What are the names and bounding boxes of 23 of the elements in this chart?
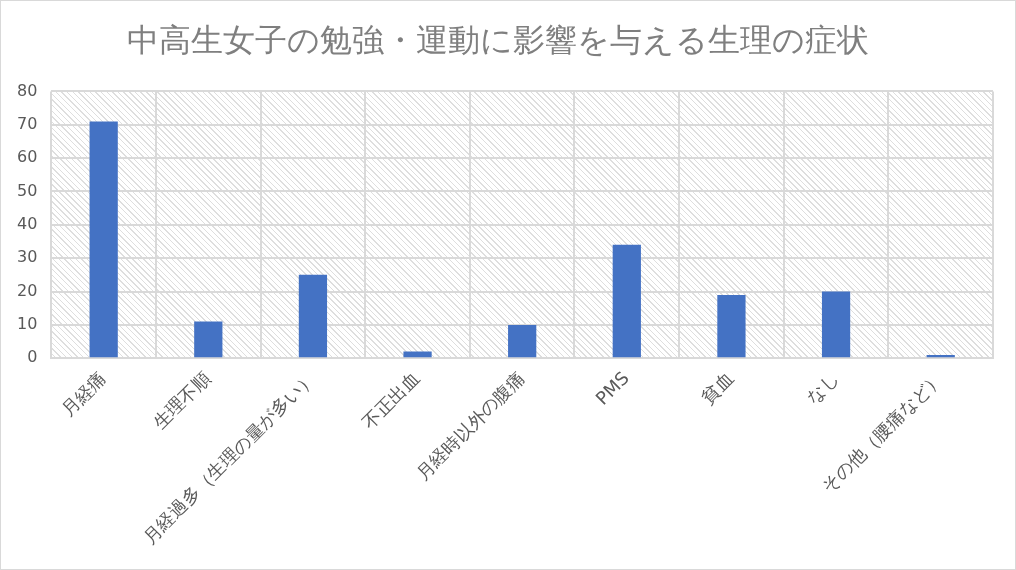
x-tick-label: 生理不順: [148, 367, 215, 433]
bar: [821, 291, 851, 358]
y-tick-label: 40: [17, 213, 38, 233]
bar: [717, 294, 746, 358]
x-tick-label: 貧血: [697, 367, 738, 408]
bar: [298, 274, 328, 358]
bar: [194, 321, 223, 358]
bar: [612, 244, 641, 358]
y-tick-label: 70: [17, 113, 38, 133]
y-tick-label: 0: [27, 347, 38, 367]
x-tick-label: 不正出血: [357, 367, 424, 433]
x-tick-label: 月経痛: [56, 367, 110, 421]
bar: [403, 351, 432, 358]
y-tick-label: 60: [17, 147, 38, 167]
y-tick-label: 80: [17, 80, 38, 100]
bar: [89, 121, 118, 358]
y-tick-label: 20: [17, 280, 38, 300]
chart-title: 中高生女子の勉強・運動に影響を与える生理の症状: [127, 20, 869, 59]
y-tick-label: 50: [17, 180, 38, 200]
y-tick-label: 10: [17, 314, 38, 334]
y-tick-label: 30: [17, 247, 38, 267]
bar: [508, 324, 537, 358]
x-tick-label: なし: [801, 367, 843, 408]
